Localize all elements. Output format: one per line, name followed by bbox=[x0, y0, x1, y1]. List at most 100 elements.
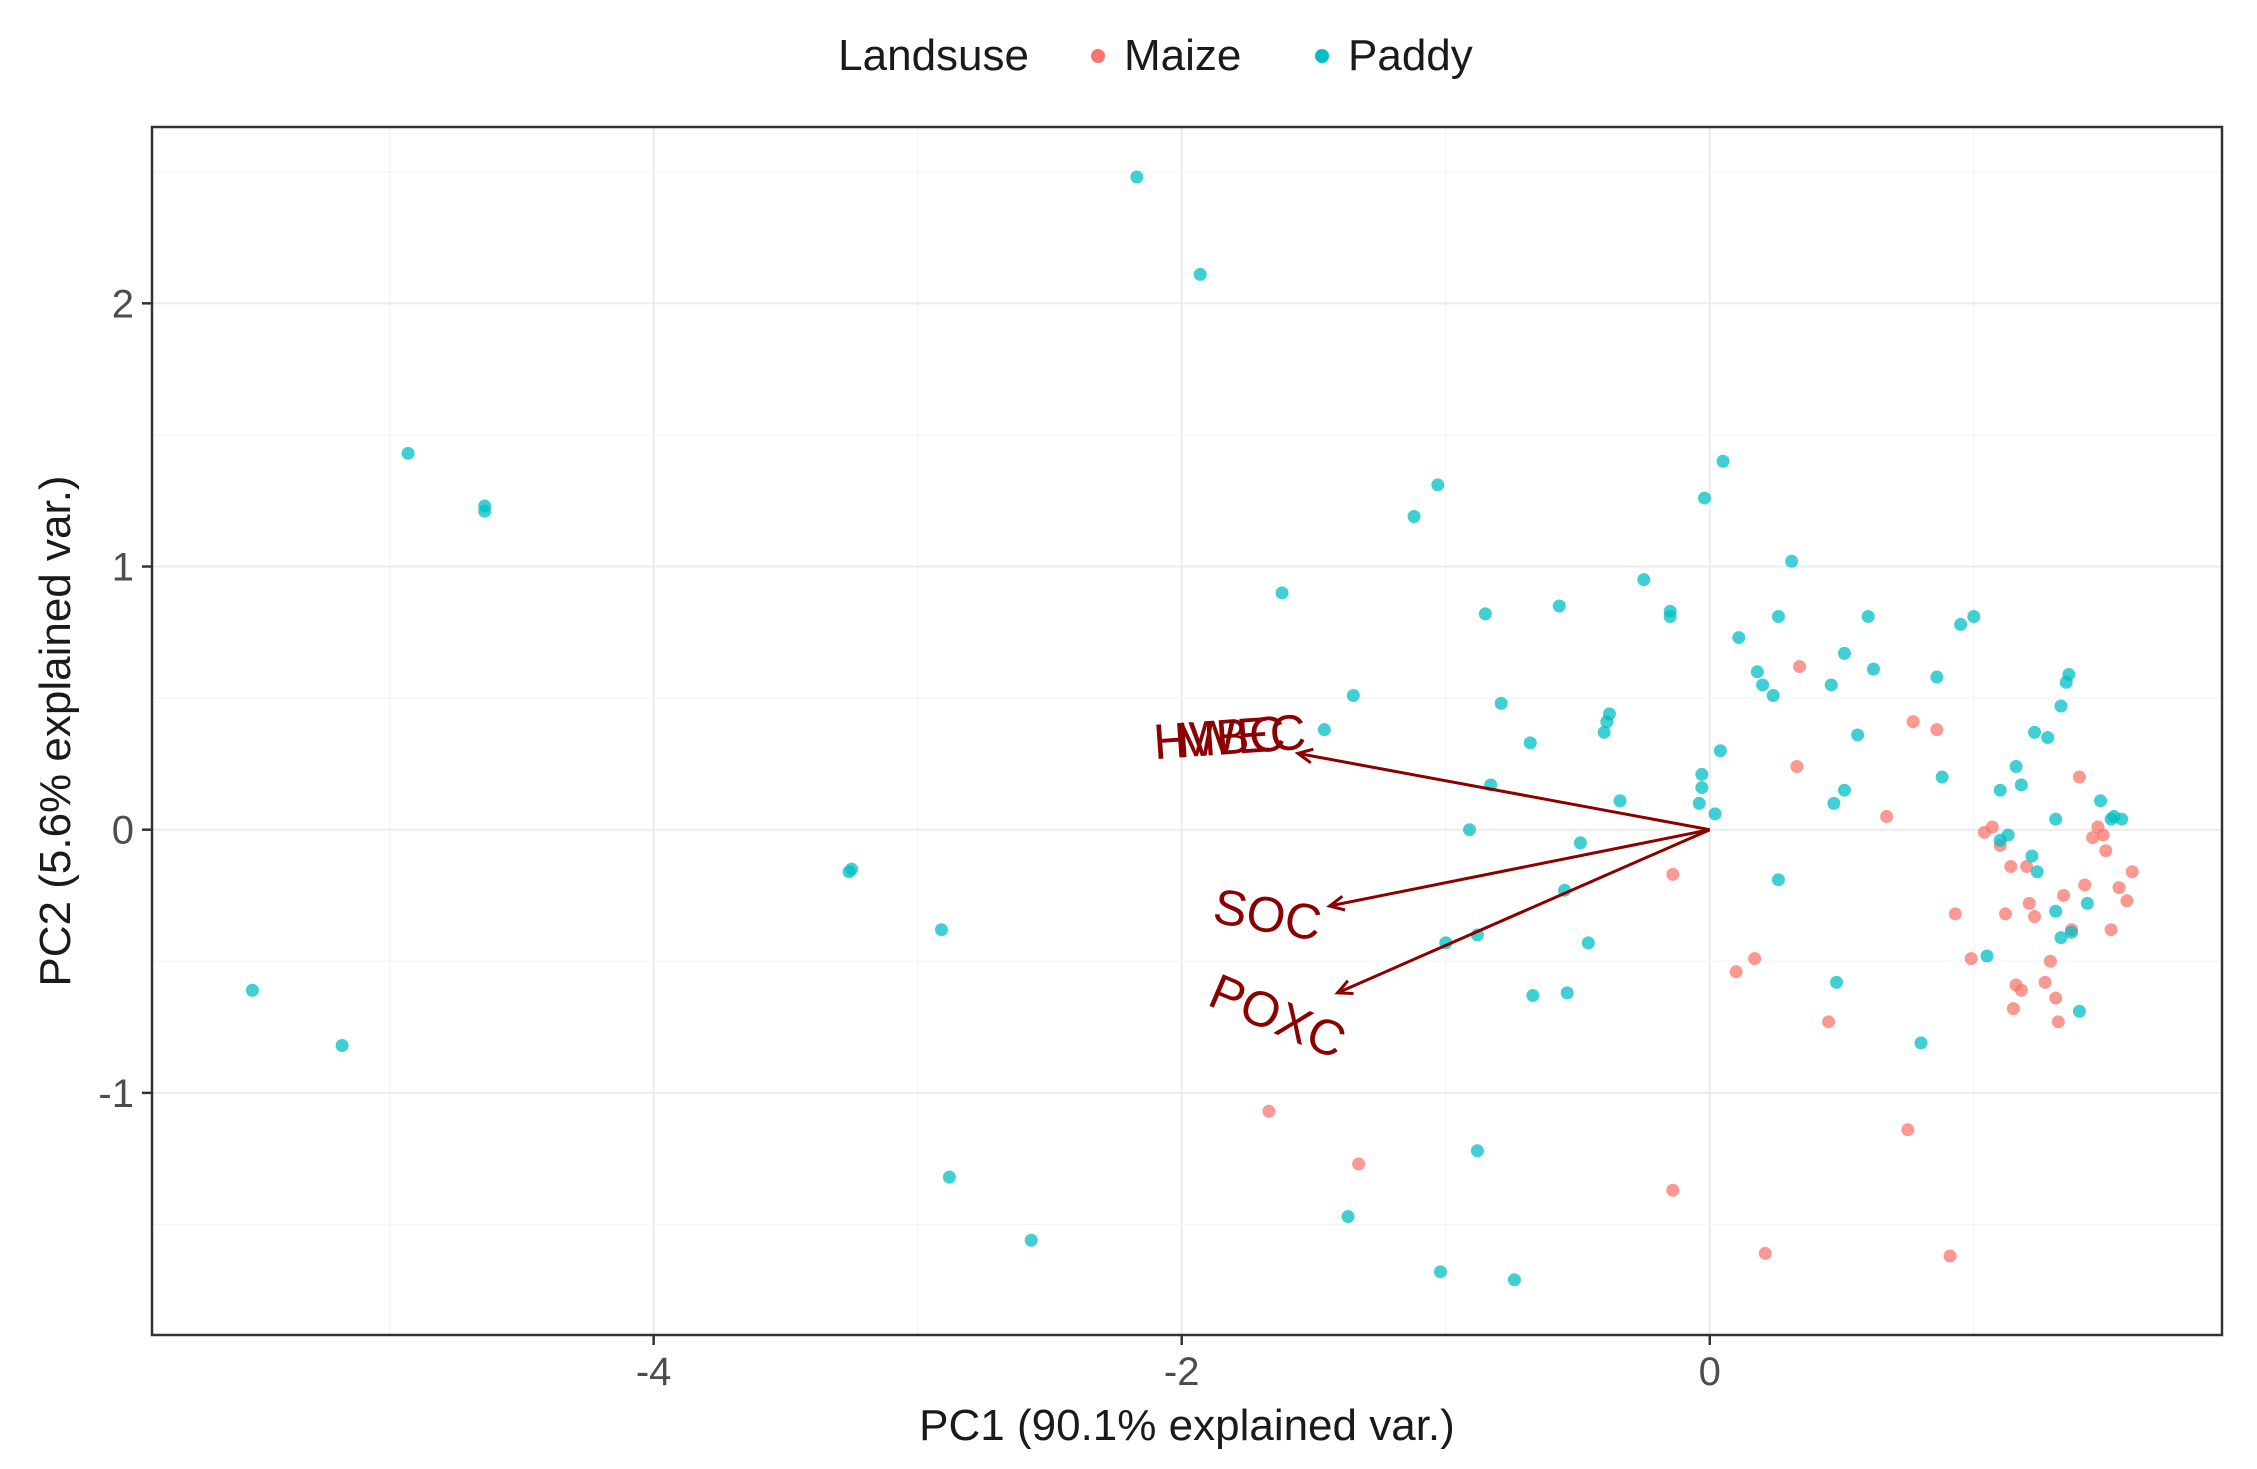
point-paddy bbox=[1317, 723, 1331, 737]
point-paddy bbox=[1861, 610, 1875, 624]
point-maize bbox=[2014, 983, 2028, 997]
loading-label-mbc: MBC bbox=[1172, 705, 1287, 769]
point-paddy bbox=[1507, 1273, 1521, 1287]
point-maize bbox=[2125, 865, 2139, 879]
point-paddy bbox=[2030, 865, 2044, 879]
point-paddy bbox=[2001, 828, 2015, 842]
x-tick-label: -2 bbox=[1164, 1350, 1200, 1394]
x-axis-label: PC1 (90.1% explained var.) bbox=[919, 1401, 1455, 1450]
point-paddy bbox=[1663, 610, 1677, 624]
point-maize bbox=[2022, 896, 2036, 910]
y-tick-label: -1 bbox=[98, 1072, 134, 1116]
loading-arrow-line bbox=[1297, 751, 1711, 832]
point-maize bbox=[1930, 723, 1944, 737]
point-paddy bbox=[1024, 1233, 1038, 1247]
point-maize bbox=[1729, 965, 1743, 979]
point-paddy bbox=[1980, 949, 1994, 963]
point-paddy bbox=[1827, 796, 1841, 810]
point-paddy bbox=[1433, 1265, 1447, 1279]
point-maize bbox=[1748, 952, 1762, 966]
point-maize bbox=[2086, 831, 2100, 845]
point-maize bbox=[2072, 770, 2086, 784]
point-paddy bbox=[1954, 617, 1968, 631]
point-paddy bbox=[1830, 975, 1844, 989]
plot-panel bbox=[152, 127, 2222, 1335]
point-maize bbox=[1758, 1246, 1772, 1260]
point-maize bbox=[1906, 715, 1920, 729]
y-tick-label: 1 bbox=[112, 546, 134, 590]
point-paddy bbox=[1866, 662, 1880, 676]
point-paddy bbox=[1771, 610, 1785, 624]
point-paddy bbox=[1478, 607, 1492, 621]
y-tick-label: 0 bbox=[112, 809, 134, 853]
point-paddy bbox=[1837, 646, 1851, 660]
point-paddy bbox=[1463, 823, 1477, 837]
point-paddy bbox=[1930, 670, 1944, 684]
data-points bbox=[245, 170, 2139, 1287]
point-paddy bbox=[1523, 736, 1537, 750]
point-maize bbox=[1666, 867, 1680, 881]
point-paddy bbox=[1581, 936, 1595, 950]
point-paddy bbox=[2041, 731, 2055, 745]
point-maize bbox=[2006, 1002, 2020, 1016]
point-paddy bbox=[1750, 665, 1764, 679]
point-maize bbox=[1262, 1104, 1276, 1118]
point-paddy bbox=[1708, 807, 1722, 821]
point-maize bbox=[1998, 907, 2012, 921]
point-paddy bbox=[245, 983, 259, 997]
point-paddy bbox=[1130, 170, 1144, 184]
point-maize bbox=[2038, 975, 2052, 989]
point-paddy bbox=[1470, 1144, 1484, 1158]
plot-border bbox=[150, 125, 2224, 1337]
point-paddy bbox=[2028, 725, 2042, 739]
point-paddy bbox=[1341, 1210, 1355, 1224]
point-paddy bbox=[1407, 510, 1421, 524]
point-paddy bbox=[1602, 707, 1616, 721]
point-paddy bbox=[1771, 873, 1785, 887]
point-maize bbox=[2049, 991, 2063, 1005]
point-paddy bbox=[1573, 836, 1587, 850]
point-paddy bbox=[845, 862, 859, 876]
point-paddy bbox=[2054, 931, 2068, 945]
point-paddy bbox=[2062, 667, 2076, 681]
point-paddy bbox=[1967, 610, 1981, 624]
point-paddy bbox=[1494, 696, 1508, 710]
point-paddy bbox=[942, 1170, 956, 1184]
y-axis-ticks: -1 0 1 2 bbox=[98, 282, 152, 1116]
point-paddy bbox=[1914, 1036, 1928, 1050]
point-maize bbox=[1822, 1015, 1836, 1029]
point-paddy bbox=[1756, 678, 1770, 692]
point-paddy bbox=[1837, 783, 1851, 797]
point-maize bbox=[1948, 907, 1962, 921]
point-paddy bbox=[2049, 904, 2063, 918]
point-maize bbox=[2099, 844, 2113, 858]
point-maize bbox=[1943, 1249, 1957, 1263]
point-paddy bbox=[2115, 812, 2129, 826]
point-paddy bbox=[1695, 767, 1709, 781]
point-paddy bbox=[335, 1039, 349, 1053]
point-paddy bbox=[2065, 925, 2079, 939]
loading-label-hwec: HWEC bbox=[1152, 704, 1308, 771]
point-paddy bbox=[1193, 267, 1207, 281]
point-maize bbox=[1793, 660, 1807, 674]
point-paddy bbox=[1346, 688, 1360, 702]
y-axis-label: PC2 (5.6% explained var.) bbox=[31, 475, 80, 986]
point-paddy bbox=[1692, 796, 1706, 810]
point-paddy bbox=[1275, 586, 1289, 600]
point-paddy bbox=[478, 499, 492, 513]
point-paddy bbox=[1851, 728, 1865, 742]
point-maize bbox=[2051, 1015, 2065, 1029]
loading-arrow-head bbox=[1326, 895, 1346, 912]
point-paddy bbox=[1695, 781, 1709, 795]
point-paddy bbox=[2014, 778, 2028, 792]
point-maize bbox=[2112, 881, 2126, 895]
point-maize bbox=[1964, 952, 1978, 966]
point-paddy bbox=[934, 923, 948, 937]
legend-swatch-maize bbox=[1091, 49, 1105, 63]
point-paddy bbox=[1698, 491, 1711, 505]
point-maize bbox=[1666, 1183, 1680, 1197]
point-paddy bbox=[1597, 725, 1611, 739]
loading-arrow-line bbox=[1336, 828, 1711, 995]
point-paddy bbox=[2049, 812, 2063, 826]
